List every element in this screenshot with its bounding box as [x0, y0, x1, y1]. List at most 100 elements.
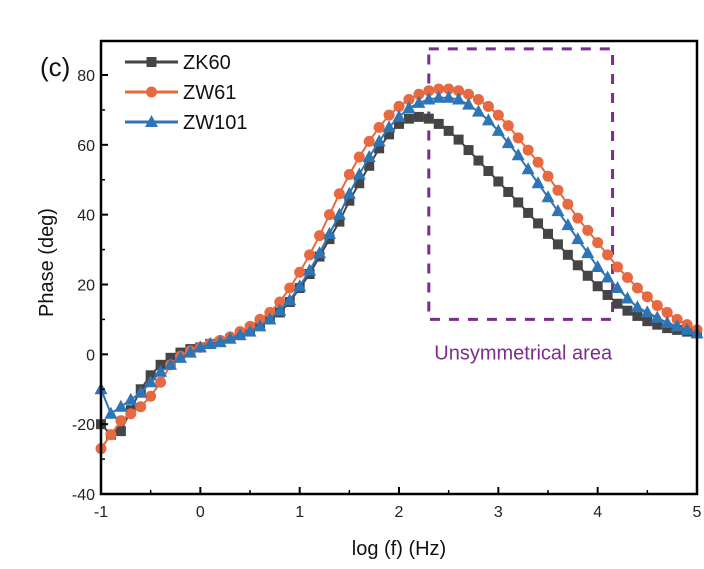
- axis-ticks: -1 0 1 2 3 4 5 -40 -20 0 20 40 60 80: [72, 68, 702, 521]
- data-point-zk60: [552, 239, 563, 250]
- data-point-zw101: [501, 136, 515, 149]
- data-point-zw101: [322, 226, 336, 239]
- data-point-zk60: [374, 143, 385, 154]
- data-point-zw101: [233, 328, 247, 341]
- data-point-zk60: [612, 298, 623, 309]
- data-point-zw101: [481, 113, 495, 126]
- data-point-zk60: [523, 207, 534, 218]
- data-point-zk60: [324, 234, 335, 245]
- legend-marker: [146, 86, 157, 98]
- data-point-zw101: [402, 101, 416, 114]
- data-point-zk60: [364, 160, 375, 171]
- data-point-zw101: [144, 375, 158, 388]
- data-point-zw61: [651, 299, 663, 311]
- data-point-zw61: [582, 224, 594, 236]
- data-point-zw101: [173, 350, 187, 363]
- data-point-zk60: [413, 111, 424, 122]
- data-point-zw61: [641, 291, 653, 303]
- data-point-zw101: [114, 399, 128, 412]
- data-point-zw101: [342, 186, 356, 199]
- data-point-zk60: [642, 316, 653, 327]
- legend: ZK60 ZW61 ZW101: [125, 52, 247, 134]
- data-point-zk60: [423, 113, 434, 124]
- data-point-zw61: [274, 296, 286, 308]
- data-point-zw101: [462, 97, 476, 110]
- x-tick-label: 3: [494, 504, 503, 521]
- data-point-zw61: [363, 135, 375, 147]
- data-point-zw101: [362, 150, 376, 163]
- series-zw101: [94, 90, 704, 419]
- data-point-zw61: [661, 306, 673, 318]
- data-point-zw61: [532, 156, 544, 168]
- data-point-zw61: [343, 169, 355, 181]
- data-point-zw101: [670, 319, 684, 332]
- legend-label: ZW61: [183, 82, 236, 104]
- data-point-zw101: [263, 312, 277, 325]
- y-tick-label: -20: [72, 417, 95, 434]
- data-point-zw101: [283, 293, 297, 306]
- y-tick-label: -40: [72, 487, 95, 504]
- data-point-zk60: [592, 281, 603, 292]
- data-point-zw101: [213, 335, 227, 348]
- data-point-zw101: [511, 148, 525, 161]
- data-point-zw101: [243, 324, 257, 337]
- data-point-zw101: [640, 305, 654, 318]
- data-point-zw61: [552, 184, 564, 196]
- data-point-zw101: [471, 104, 485, 117]
- data-point-zw61: [333, 188, 345, 200]
- data-point-zw61: [393, 100, 405, 112]
- data-point-zw61: [373, 121, 385, 133]
- series-layer: [94, 83, 704, 455]
- data-point-zw101: [273, 303, 287, 316]
- data-point-zw101: [372, 134, 386, 147]
- data-point-zw101: [442, 90, 456, 103]
- annotation-text: Unsymmetrical area: [434, 343, 613, 365]
- data-point-zw101: [591, 260, 605, 273]
- y-tick-label: 60: [77, 138, 95, 155]
- legend-item-zk60: ZK60: [125, 52, 231, 74]
- data-point-zw61: [443, 83, 455, 95]
- data-point-zw61: [463, 88, 475, 100]
- x-tick-label: -1: [94, 504, 108, 521]
- data-point-zw101: [134, 385, 148, 398]
- data-point-zw101: [581, 246, 595, 259]
- data-point-zw61: [453, 85, 465, 97]
- data-point-zw61: [314, 230, 326, 242]
- data-point-zw61: [512, 132, 524, 144]
- data-point-zk60: [652, 319, 663, 330]
- data-point-zw101: [521, 162, 535, 175]
- data-point-zw61: [602, 249, 614, 261]
- x-axis-title: log (f) (Hz): [352, 538, 446, 560]
- data-point-zk60: [453, 134, 464, 145]
- series-zk60: [96, 111, 702, 440]
- legend-item-zw61: ZW61: [125, 82, 236, 104]
- data-point-zw101: [193, 340, 207, 353]
- data-point-zw61: [482, 100, 494, 112]
- data-point-zw101: [303, 263, 317, 276]
- data-point-zw61: [304, 249, 316, 261]
- data-point-zk60: [344, 195, 355, 206]
- data-point-zw61: [592, 237, 604, 249]
- data-point-zw101: [164, 357, 178, 370]
- data-point-zk60: [384, 129, 395, 140]
- data-point-zk60: [473, 155, 484, 166]
- data-point-zw101: [352, 167, 366, 180]
- data-point-zk60: [543, 228, 553, 239]
- y-axis-title: Phase (deg): [36, 208, 58, 317]
- data-point-zk60: [632, 310, 643, 321]
- data-point-zw61: [125, 408, 137, 420]
- data-point-zk60: [433, 118, 444, 129]
- data-point-zk60: [622, 305, 633, 316]
- data-point-zw61: [433, 83, 445, 95]
- data-point-zw101: [203, 336, 217, 349]
- panel-label: (c): [40, 52, 70, 82]
- data-point-zw61: [631, 282, 643, 294]
- data-point-zw101: [313, 246, 327, 259]
- data-point-zw101: [531, 176, 545, 189]
- data-point-zk60: [334, 216, 345, 227]
- y-tick-label: 20: [77, 278, 95, 295]
- data-point-zk60: [483, 166, 494, 177]
- data-point-zw61: [155, 376, 167, 388]
- data-point-zk60: [513, 197, 524, 208]
- data-point-zk60: [582, 270, 593, 281]
